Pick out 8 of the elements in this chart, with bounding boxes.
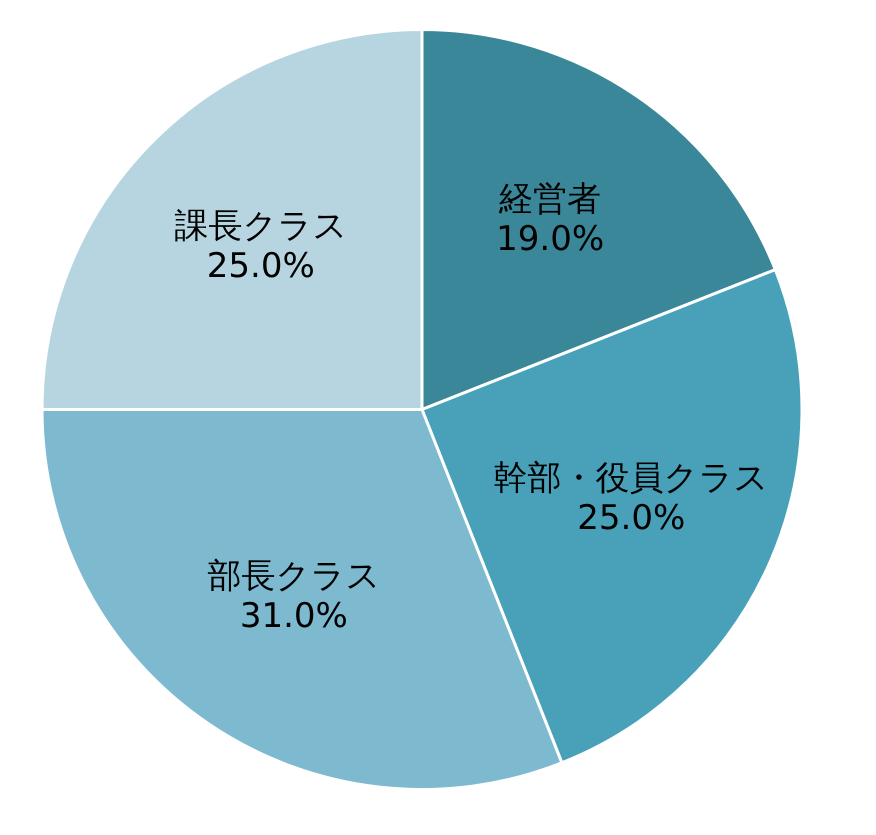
slice-label: 経営者: [498, 178, 602, 219]
slice-label: 幹部・役員クラス: [494, 458, 769, 498]
data-label: 19.0%: [496, 218, 604, 259]
slice-label: 課長クラス: [174, 206, 348, 246]
data-label: 25.0%: [577, 498, 686, 538]
data-label: 25.0%: [206, 246, 315, 286]
data-label: 31.0%: [240, 596, 348, 636]
slice-label: 部長クラス: [207, 556, 380, 596]
